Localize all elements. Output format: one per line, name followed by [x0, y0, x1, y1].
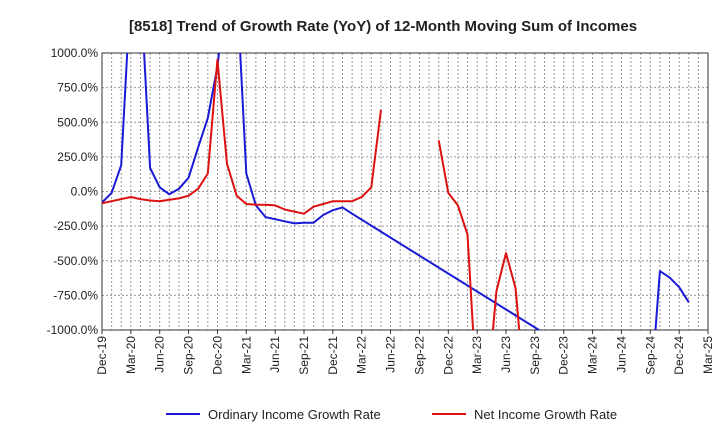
y-tick-label: -250.0% [53, 219, 98, 233]
x-tick-label: Dec-22 [441, 336, 455, 375]
y-axis: 1000.0% 750.0% 500.0% 250.0% 0.0% -250.0% -500… [47, 46, 99, 337]
x-tick-label: Sep-24 [643, 336, 657, 375]
series-layer [102, 53, 690, 330]
grid [102, 53, 708, 330]
x-tick-label: Jun-23 [499, 336, 513, 373]
x-tick-label: Sep-21 [297, 336, 311, 375]
y-tick-label: 750.0% [57, 81, 98, 95]
x-tick-label: Dec-24 [672, 336, 686, 375]
y-tick-label: -750.0% [53, 288, 98, 302]
x-tick-label: Jun-22 [384, 336, 398, 373]
x-tick-label: Jun-21 [268, 336, 282, 373]
x-tick-label: Mar-23 [470, 336, 484, 374]
y-tick-label: -500.0% [53, 254, 98, 268]
legend-label: Ordinary Income Growth Rate [208, 407, 381, 422]
x-tick-label: Mar-24 [586, 336, 600, 374]
x-tick-label: Mar-22 [355, 336, 369, 374]
x-tick-label: Mar-20 [124, 336, 138, 374]
x-tick-label: Dec-23 [557, 336, 571, 375]
x-tick-label: Sep-23 [528, 336, 542, 375]
y-tick-label: 250.0% [57, 150, 98, 164]
x-tick-label: Jun-20 [153, 336, 167, 373]
x-tick-label: Dec-21 [326, 336, 340, 375]
series-line-ordinary-income [102, 53, 690, 330]
x-tick-label: Mar-21 [239, 336, 253, 374]
series-line-net-income [102, 58, 521, 330]
x-tick-label: Dec-19 [95, 336, 109, 375]
x-tick-label: Dec-20 [210, 336, 224, 375]
y-tick-label: 500.0% [57, 115, 98, 129]
plot-frame [101, 52, 709, 331]
legend-label: Net Income Growth Rate [474, 407, 617, 422]
y-tick-label: -1000.0% [47, 323, 99, 337]
chart-title: [8518] Trend of Growth Rate (YoY) of 12-… [129, 18, 637, 35]
y-tick-label: 1000.0% [51, 46, 99, 60]
legend: Ordinary Income Growth Rate Net Income Gr… [166, 407, 617, 422]
x-tick-label: Jun-24 [614, 336, 628, 373]
x-axis: Dec-19 Mar-20 Jun-20 Sep-20 Dec-20 Mar-21 Jun-… [95, 330, 715, 375]
x-tick-label: Mar-25 [701, 336, 715, 374]
x-tick-label: Sep-22 [412, 336, 426, 375]
x-tick-label: Sep-20 [182, 336, 196, 375]
y-tick-label: 0.0% [71, 185, 99, 199]
